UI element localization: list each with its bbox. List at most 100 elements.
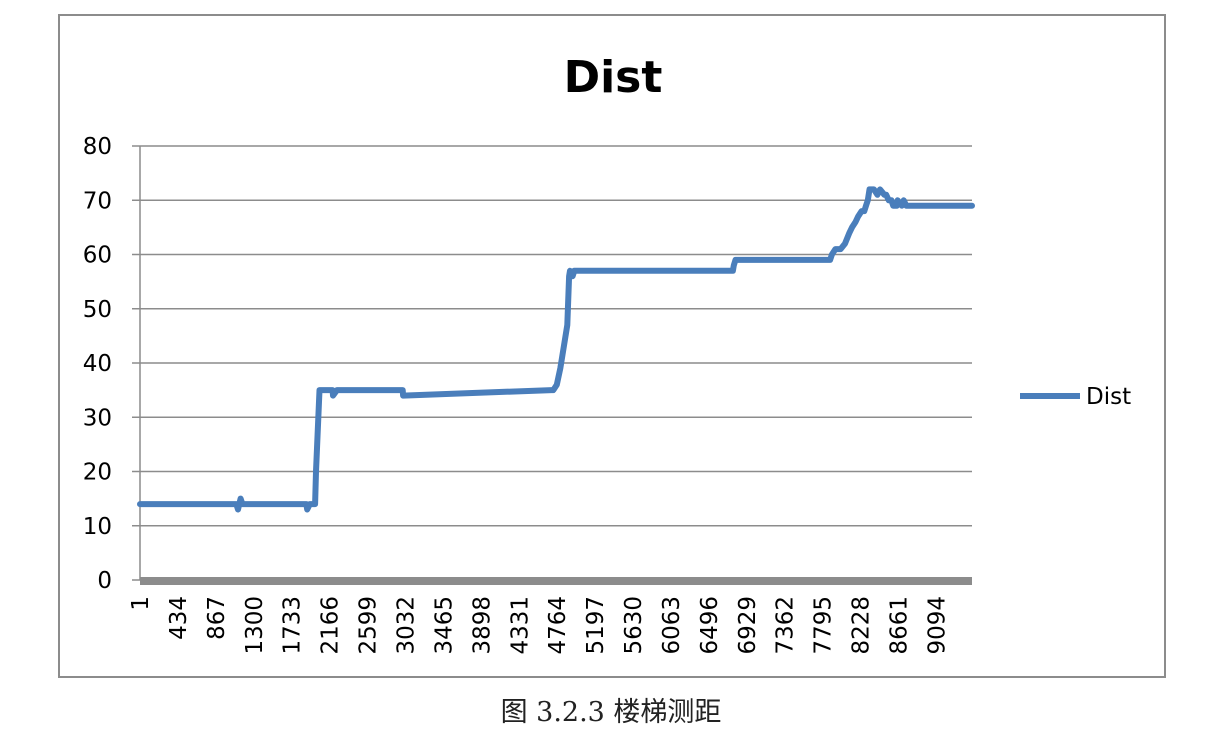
data-point (875, 193, 879, 197)
data-point (739, 258, 743, 262)
data-point (239, 497, 243, 501)
legend: Dist (1020, 384, 1131, 410)
data-point (891, 204, 895, 208)
data-point (970, 204, 974, 208)
data-point (860, 209, 864, 213)
y-tick-label: 70 (83, 188, 112, 214)
data-point (895, 204, 899, 208)
data-point (314, 470, 318, 473)
figure-caption: 图 3.2.3 楼梯测距 (500, 697, 722, 728)
y-tick-label: 10 (83, 514, 112, 540)
y-tick-label: 50 (83, 297, 112, 323)
x-tick-label: 5630 (621, 596, 647, 655)
data-point (234, 502, 238, 506)
data-point (872, 187, 876, 191)
data-point (828, 258, 832, 262)
data-point (904, 204, 908, 208)
data-point (864, 204, 868, 208)
chart-title: Dist (564, 52, 663, 103)
data-point (236, 508, 240, 511)
data-point (571, 274, 575, 278)
x-tick-label: 3032 (393, 596, 419, 655)
data-point (884, 193, 888, 197)
y-tick-label: 80 (83, 134, 112, 160)
data-point (335, 388, 339, 392)
data-point (138, 502, 142, 506)
data-point (887, 198, 891, 202)
data-point (902, 198, 906, 202)
x-tick-label: 6929 (735, 596, 761, 655)
data-point (866, 198, 870, 202)
y-tick-label: 20 (83, 460, 112, 486)
data-point (889, 198, 893, 202)
data-point (847, 231, 851, 235)
y-tick-label: 40 (83, 351, 112, 377)
data-point (318, 388, 321, 392)
x-tick-label: 2599 (356, 596, 382, 655)
data-point (401, 394, 405, 398)
x-tick-label: 8661 (887, 596, 913, 655)
y-tick-label: 60 (83, 243, 112, 269)
data-point (562, 345, 566, 349)
data-point (567, 274, 571, 278)
x-tick-label: 3898 (469, 596, 495, 655)
data-point (854, 220, 857, 224)
x-tick-label: 4331 (507, 596, 533, 655)
y-tick-label: 0 (97, 568, 112, 594)
data-point (313, 502, 317, 506)
data-point (555, 383, 559, 387)
x-tick-label: 4764 (545, 596, 571, 655)
data-point (734, 258, 737, 262)
data-point (401, 388, 405, 392)
x-tick-label: 1300 (242, 596, 268, 655)
x-tick-label: 8228 (849, 596, 875, 655)
data-point (331, 394, 335, 398)
data-point (243, 502, 247, 506)
x-tick-label: 6496 (697, 596, 723, 655)
data-point (900, 204, 904, 208)
data-point (839, 247, 843, 251)
series-line-dist (137, 186, 975, 513)
x-axis-tick-labels: 1 434 867 1300 1733 2166 2599 3032 3465 3898 4331 4… (128, 596, 950, 655)
data-point (833, 247, 837, 251)
chart-frame: Dist 0 10 20 30 40 50 60 70 80 1 434 867 1300 1733 21… (58, 14, 1166, 678)
data-point (308, 502, 312, 506)
data-point (850, 225, 854, 229)
legend-label-dist: Dist (1086, 384, 1131, 410)
data-point (896, 198, 900, 202)
data-point (572, 269, 576, 273)
x-tick-label: 6063 (659, 596, 685, 655)
grid-lines (132, 145, 972, 585)
x-tick-label: 7362 (773, 596, 799, 655)
x-tick-label: 7795 (811, 596, 837, 655)
data-point (736, 258, 740, 262)
data-point (862, 209, 866, 213)
x-tick-label: 5197 (583, 596, 609, 655)
y-axis-tick-labels: 0 10 20 30 40 50 60 70 80 (83, 134, 112, 594)
data-point (240, 502, 244, 506)
data-point (558, 366, 562, 370)
data-point (732, 263, 736, 267)
data-point (331, 388, 335, 392)
data-point (830, 253, 834, 256)
line-chart: Dist 0 10 20 30 40 50 60 70 80 1 434 867 1300 1733 21… (83, 52, 1131, 655)
data-point (878, 187, 882, 191)
data-point (856, 215, 860, 218)
data-point (731, 269, 735, 273)
x-axis-line (140, 577, 972, 585)
data-point (868, 187, 871, 191)
data-point (551, 388, 555, 392)
x-tick-label: 9094 (924, 596, 950, 655)
x-tick-label: 867 (204, 596, 230, 640)
x-tick-label: 1 (128, 596, 154, 611)
series-layer (137, 186, 975, 513)
data-point (568, 269, 572, 273)
x-tick-label: 1733 (280, 596, 306, 655)
data-point (843, 242, 847, 246)
data-point (742, 258, 746, 262)
data-point (305, 508, 309, 511)
x-tick-label: 2166 (318, 596, 344, 655)
data-point (304, 502, 308, 506)
x-tick-label: 3465 (431, 596, 457, 655)
x-tick-label: 434 (166, 596, 192, 640)
